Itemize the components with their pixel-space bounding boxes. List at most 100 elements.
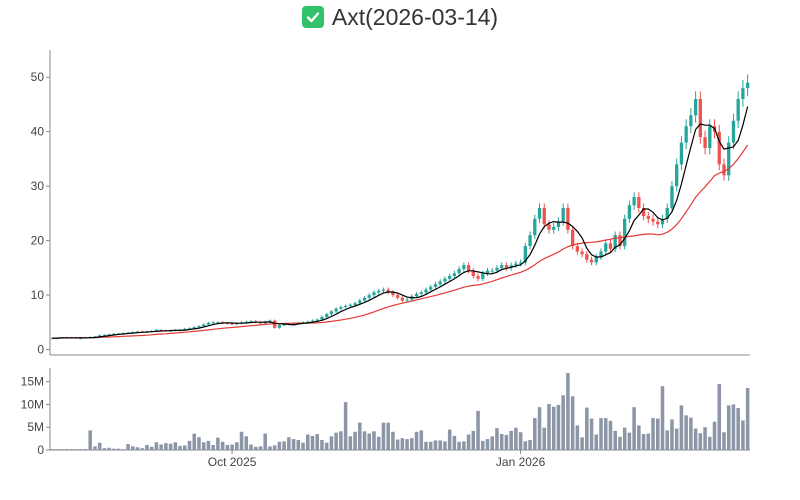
candle-body xyxy=(722,164,726,176)
volume-bar xyxy=(154,442,159,450)
volume-bar xyxy=(693,428,698,450)
volume-bar xyxy=(343,402,348,450)
volume-bar xyxy=(60,449,64,451)
x-tick-label: Oct 2025 xyxy=(208,455,257,469)
volume-bar xyxy=(102,448,107,450)
candle-body xyxy=(656,221,660,225)
volume-bar xyxy=(74,449,78,451)
candle-body xyxy=(689,115,693,127)
candle-body xyxy=(741,88,745,100)
volume-bar xyxy=(665,430,670,450)
volume-bar xyxy=(551,406,556,450)
candle-body xyxy=(717,131,721,165)
candle-body xyxy=(362,297,367,301)
candle-body xyxy=(637,197,641,208)
volume-bar xyxy=(244,436,249,450)
volume-bar xyxy=(107,447,111,450)
candle-body xyxy=(107,334,111,336)
volume-bar xyxy=(126,444,130,450)
volume-bar xyxy=(211,444,215,450)
candle-body xyxy=(632,197,636,206)
candle-body xyxy=(310,320,315,322)
volume-bar xyxy=(353,431,357,450)
volume-bar xyxy=(173,442,178,450)
volume-bar xyxy=(580,437,584,450)
volume-bar xyxy=(140,448,145,450)
volume-bar xyxy=(637,425,641,450)
candle-body xyxy=(589,259,594,263)
candle-body xyxy=(197,326,201,328)
volume-bar xyxy=(50,449,55,451)
volume-bar xyxy=(130,446,135,450)
candle-body xyxy=(457,268,461,274)
candle-body xyxy=(424,289,428,293)
volume-bar xyxy=(570,396,575,450)
candle-body xyxy=(211,322,215,324)
candle-body xyxy=(514,263,518,266)
volume-bar xyxy=(239,431,244,450)
volume-bar xyxy=(358,422,362,450)
candle-body xyxy=(339,307,343,309)
candle-body xyxy=(320,316,324,320)
candle-body xyxy=(329,311,334,315)
candle-body xyxy=(154,329,159,332)
candle-body xyxy=(348,304,352,306)
candle-body xyxy=(523,246,527,263)
volume-bar xyxy=(613,430,617,450)
volume-bar xyxy=(149,446,154,450)
volume-bar xyxy=(372,431,376,450)
volume-bar xyxy=(599,418,603,450)
volume-bar xyxy=(438,440,442,450)
candle-body xyxy=(623,218,627,247)
volume-bar xyxy=(135,447,140,450)
volume-bar xyxy=(428,441,433,450)
volume-bar xyxy=(655,418,660,450)
volume-bar xyxy=(443,441,447,450)
volume-bar xyxy=(632,407,636,450)
volume-bar xyxy=(523,441,528,450)
candle-body xyxy=(372,292,376,296)
volume-bar xyxy=(490,436,495,450)
volume-bar xyxy=(641,434,646,450)
candle-body xyxy=(187,328,192,330)
volume-bar xyxy=(400,438,405,450)
volume-bar xyxy=(717,383,722,450)
candle-body xyxy=(462,265,466,269)
candle-body xyxy=(230,323,234,325)
candle-body xyxy=(651,218,655,222)
volume-bar xyxy=(471,430,476,450)
candle-body xyxy=(343,305,348,308)
volume-bar xyxy=(660,386,665,450)
candle-body xyxy=(202,324,206,327)
volume-bar xyxy=(320,439,324,450)
price-y-tick-label: 20 xyxy=(31,234,45,248)
candle-body xyxy=(698,99,702,138)
volume-bar xyxy=(618,436,622,450)
candle-body xyxy=(552,227,556,230)
candle-body xyxy=(216,322,220,324)
volume-bar xyxy=(78,449,83,451)
volume-bar xyxy=(197,437,201,450)
volume-bar xyxy=(698,433,703,450)
candle-body xyxy=(641,207,646,217)
volume-bar xyxy=(462,441,466,450)
volume-bar xyxy=(712,421,717,450)
chart-title-bar: Axt(2026-03-14) xyxy=(0,2,800,32)
candle-body xyxy=(708,126,712,149)
volume-bar xyxy=(192,433,197,450)
volume-bar xyxy=(575,425,580,450)
volume-bar xyxy=(528,439,532,450)
volume-bar xyxy=(201,442,206,450)
candle-body xyxy=(665,207,669,219)
price-y-tick-label: 0 xyxy=(37,343,44,357)
volume-bar xyxy=(670,419,674,450)
candle-body xyxy=(206,322,211,325)
candle-body xyxy=(476,276,480,279)
volume-bar xyxy=(556,404,561,450)
candle-body xyxy=(102,334,107,336)
candle-body xyxy=(608,243,613,249)
candle-body xyxy=(556,221,561,228)
volume-bar xyxy=(362,431,367,450)
volume-bar xyxy=(83,449,88,451)
volume-bar xyxy=(674,428,679,450)
